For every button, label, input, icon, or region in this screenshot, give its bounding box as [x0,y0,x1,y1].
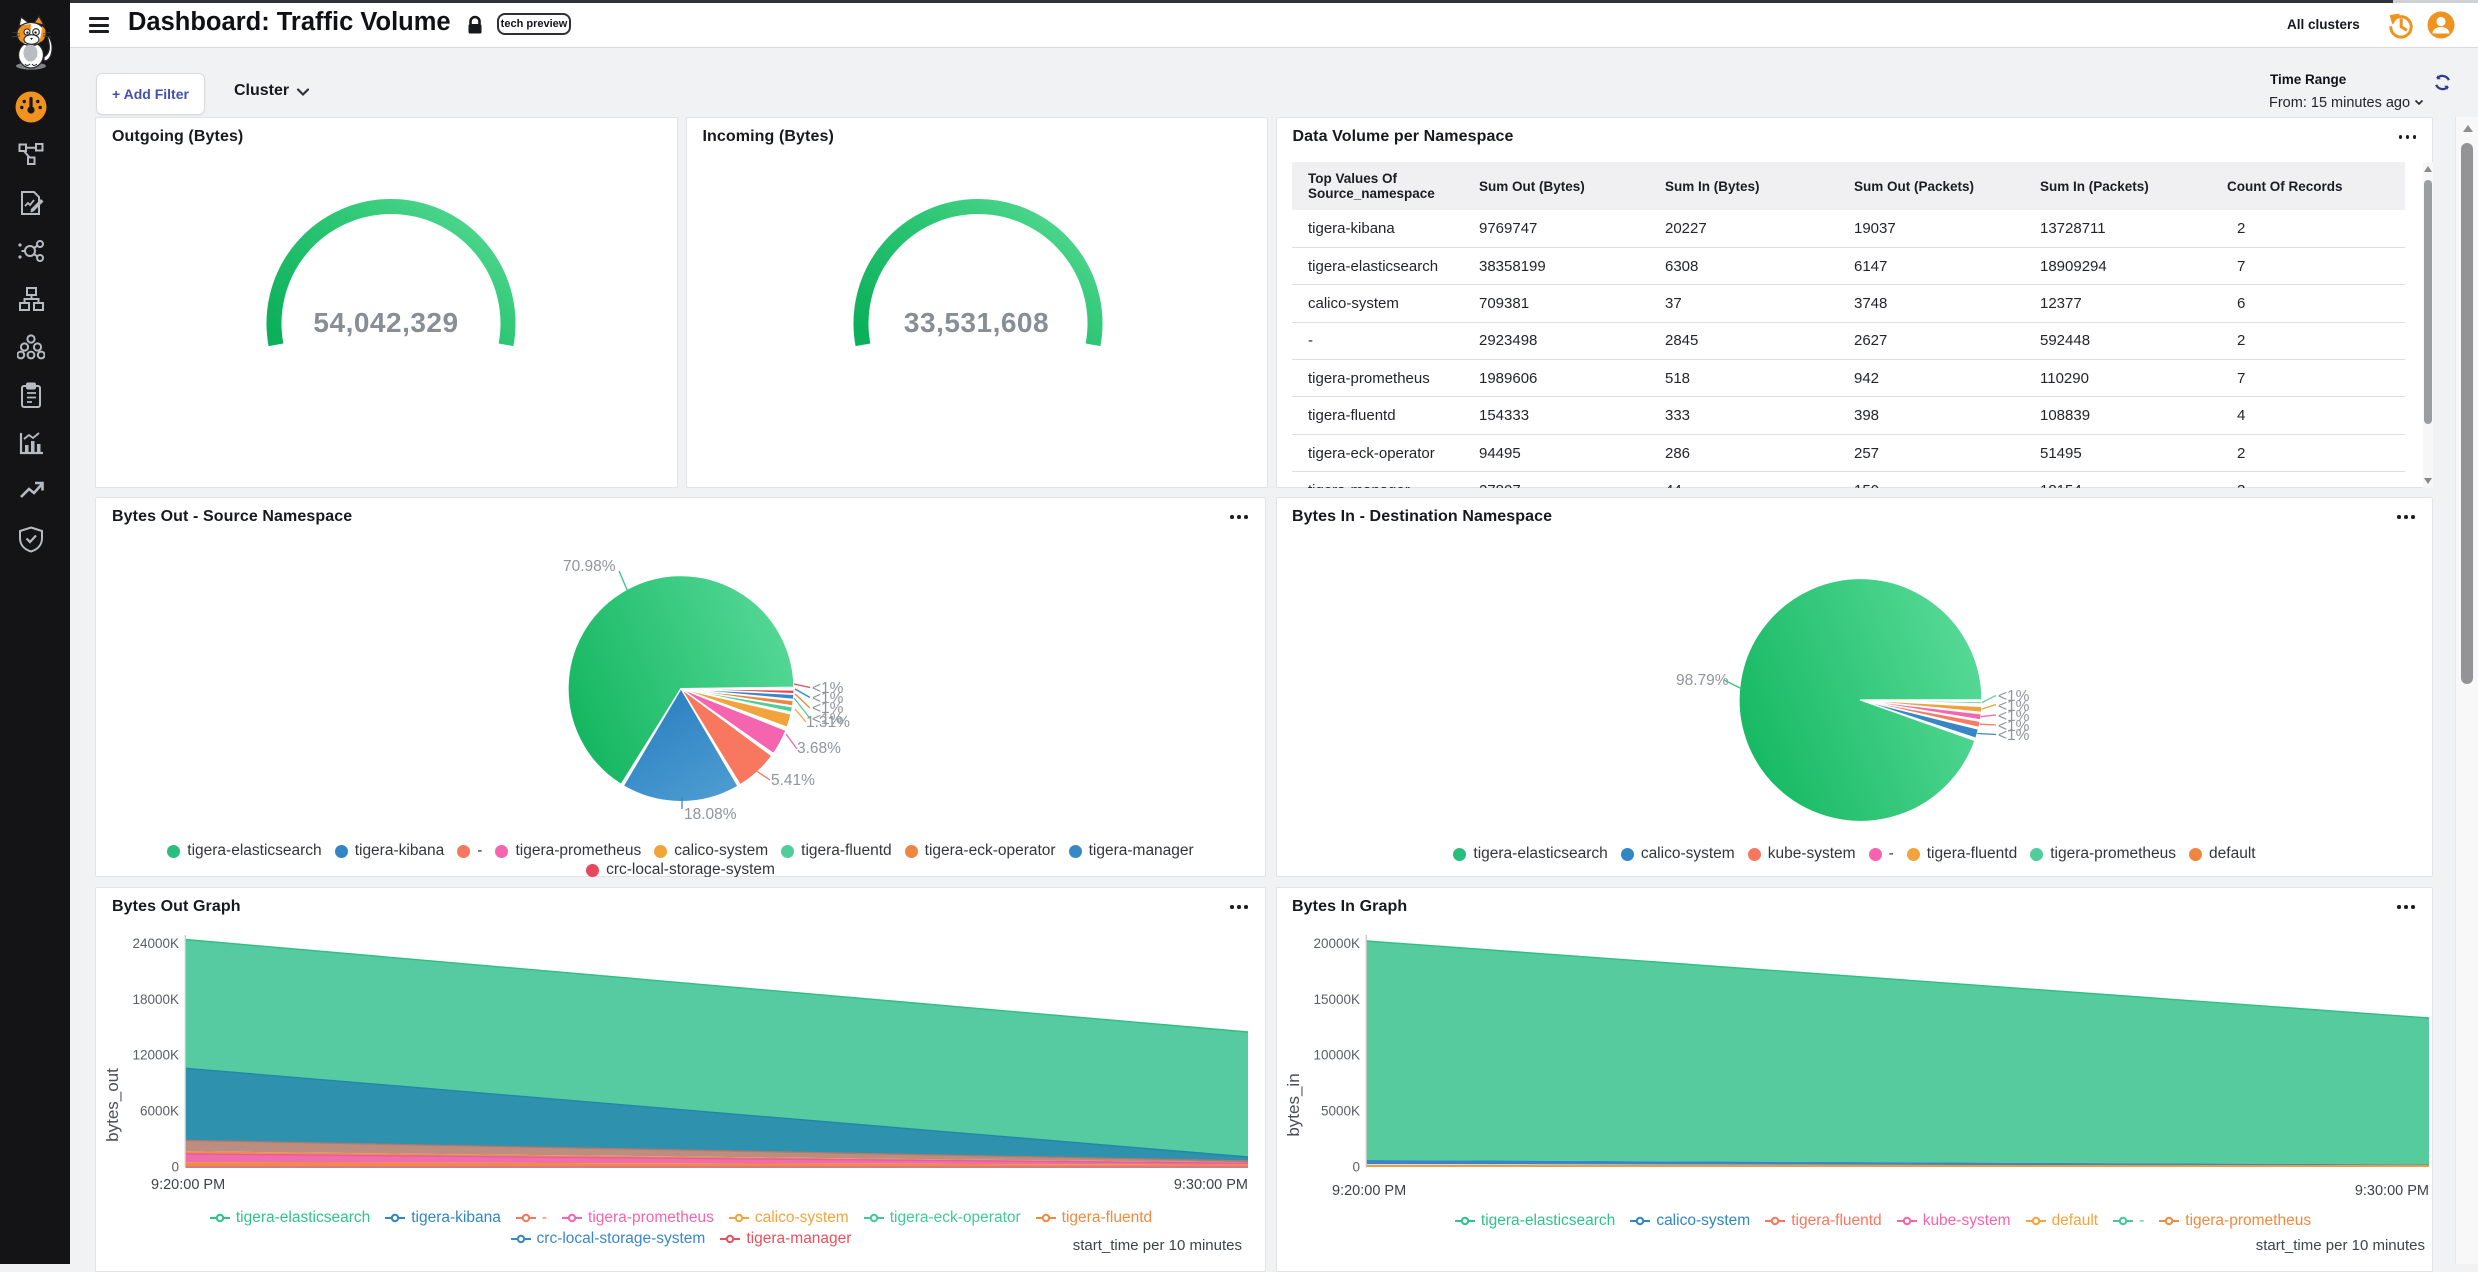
svg-text:0: 0 [171,1159,179,1174]
svg-text:12000K: 12000K [132,1048,179,1063]
svg-text:18000K: 18000K [132,992,179,1007]
svg-text:0: 0 [1352,1159,1360,1174]
svg-text:bytes_out: bytes_out [103,1068,122,1142]
svg-text:9:30:00 PM: 9:30:00 PM [1174,1177,1248,1193]
svg-text:9:20:00 PM: 9:20:00 PM [1332,1183,1406,1199]
svg-text:15000K: 15000K [1313,992,1360,1007]
svg-text:9:20:00 PM: 9:20:00 PM [151,1177,225,1193]
svg-text:6000K: 6000K [140,1104,179,1119]
svg-text:9:30:00 PM: 9:30:00 PM [2355,1183,2429,1199]
svg-text:5000K: 5000K [1321,1104,1360,1119]
svg-text:24000K: 24000K [132,936,179,951]
svg-text:bytes_in: bytes_in [1284,1073,1303,1136]
svg-text:20000K: 20000K [1313,936,1360,951]
svg-text:10000K: 10000K [1313,1048,1360,1063]
